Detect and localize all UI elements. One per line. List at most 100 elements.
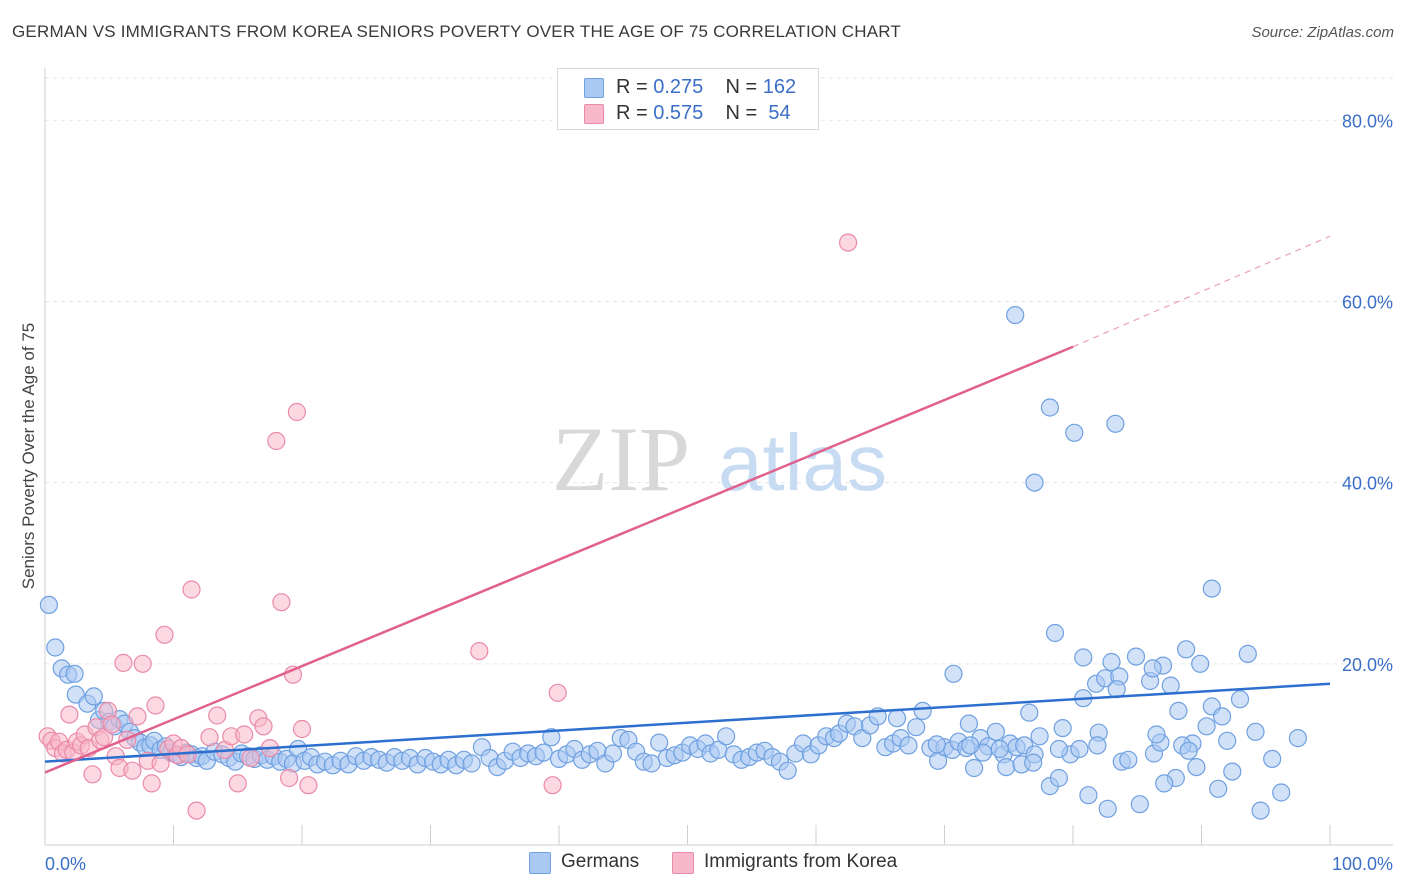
- data-point: [83, 765, 102, 784]
- data-point: [1045, 623, 1065, 643]
- data-point: [1238, 644, 1257, 664]
- korea-trend-extension: [1072, 235, 1331, 348]
- data-point: [1218, 731, 1237, 750]
- y-tick-label: 60.0%: [1342, 292, 1393, 312]
- x-tick-label: 0.0%: [45, 854, 86, 874]
- data-point: [986, 722, 1006, 741]
- y-tick-label: 20.0%: [1342, 655, 1393, 675]
- data-point: [235, 725, 254, 744]
- watermark-atlas: atlas: [718, 418, 887, 507]
- data-point: [964, 758, 984, 778]
- data-point: [1161, 676, 1180, 695]
- data-point: [155, 625, 174, 644]
- korea-swatch: [584, 104, 604, 124]
- korea-trend-line: [44, 345, 1074, 774]
- data-point: [1119, 750, 1138, 769]
- axes: [44, 68, 1393, 846]
- data-point: [60, 705, 79, 724]
- data-point: [241, 748, 260, 768]
- y-tick-label: 40.0%: [1342, 474, 1393, 494]
- data-point: [1049, 739, 1069, 759]
- data-point: [907, 718, 926, 737]
- stats-legend: R = 0.275 N = 162 R = 0.575 N = 54: [557, 68, 819, 130]
- r-value: 0.575: [653, 102, 704, 124]
- n-value: 162: [762, 76, 797, 98]
- series-korea: [38, 233, 858, 820]
- data-point: [548, 683, 567, 702]
- y-tick-label: 80.0%: [1342, 111, 1393, 131]
- data-point: [1049, 768, 1069, 788]
- data-point: [1088, 736, 1107, 755]
- data-point: [990, 739, 1009, 759]
- source-label: Source: ZipAtlas.com: [1251, 24, 1394, 41]
- data-point: [1169, 701, 1188, 721]
- data-point: [1179, 741, 1198, 760]
- data-point: [39, 595, 59, 615]
- x-tick-label: 100.0%: [1332, 854, 1393, 874]
- data-point: [1070, 739, 1089, 759]
- data-point: [913, 701, 932, 721]
- data-point: [1020, 703, 1039, 722]
- chart-title: GERMAN VS IMMIGRANTS FROM KOREA SENIORS …: [12, 22, 901, 41]
- watermark-zip: ZIP: [552, 408, 690, 510]
- data-point: [838, 233, 858, 252]
- n-label: N =: [725, 76, 763, 98]
- data-point: [642, 754, 661, 773]
- germans-legend-label: Germans: [561, 851, 640, 872]
- data-point: [1209, 779, 1228, 798]
- data-point: [1065, 423, 1084, 442]
- data-point: [123, 761, 142, 780]
- data-point: [1025, 473, 1044, 492]
- data-point: [944, 664, 963, 683]
- n-value: 54: [762, 102, 791, 124]
- data-point: [1040, 398, 1060, 417]
- data-point: [114, 653, 133, 673]
- korea-legend-swatch: [672, 852, 694, 874]
- grid-lines: [45, 77, 1393, 665]
- r-label: R =: [616, 102, 654, 124]
- data-point: [146, 696, 165, 715]
- data-point: [84, 687, 103, 706]
- data-point: [1130, 795, 1149, 814]
- data-point: [927, 735, 946, 754]
- data-point: [1288, 728, 1308, 748]
- data-point: [1030, 727, 1049, 746]
- data-point: [542, 728, 561, 747]
- korea-legend-label: Immigrants from Korea: [704, 851, 898, 872]
- data-point: [287, 402, 306, 422]
- germans-trend-line: [44, 682, 1331, 763]
- data-point: [1230, 690, 1250, 709]
- germans-legend-swatch: [529, 852, 551, 874]
- data-point: [1147, 725, 1166, 744]
- data-point: [1272, 783, 1291, 802]
- data-point: [1006, 306, 1025, 325]
- data-point: [716, 727, 736, 746]
- data-point: [1202, 579, 1221, 598]
- data-point: [1143, 659, 1162, 678]
- data-point: [1176, 640, 1196, 659]
- data-point: [200, 728, 219, 747]
- n-label: N =: [725, 102, 763, 124]
- data-point: [280, 768, 299, 788]
- watermark: ZIP atlas: [552, 408, 887, 510]
- data-point: [128, 707, 147, 726]
- data-point: [299, 776, 318, 795]
- data-point: [650, 733, 669, 752]
- data-point: [1155, 774, 1174, 793]
- data-point: [142, 774, 161, 793]
- data-point: [254, 717, 273, 736]
- data-point: [470, 641, 489, 661]
- data-point: [1263, 749, 1282, 769]
- data-point: [1126, 647, 1146, 666]
- data-point: [961, 736, 980, 755]
- data-point: [272, 593, 291, 612]
- data-point: [267, 431, 286, 451]
- data-point: [778, 761, 797, 780]
- data-point: [102, 715, 121, 734]
- data-point: [534, 743, 553, 762]
- data-point: [1098, 799, 1117, 818]
- y-axis-label: Seniors Poverty Over the Age of 75: [19, 323, 38, 589]
- data-point: [1024, 753, 1043, 772]
- data-point: [1246, 722, 1265, 741]
